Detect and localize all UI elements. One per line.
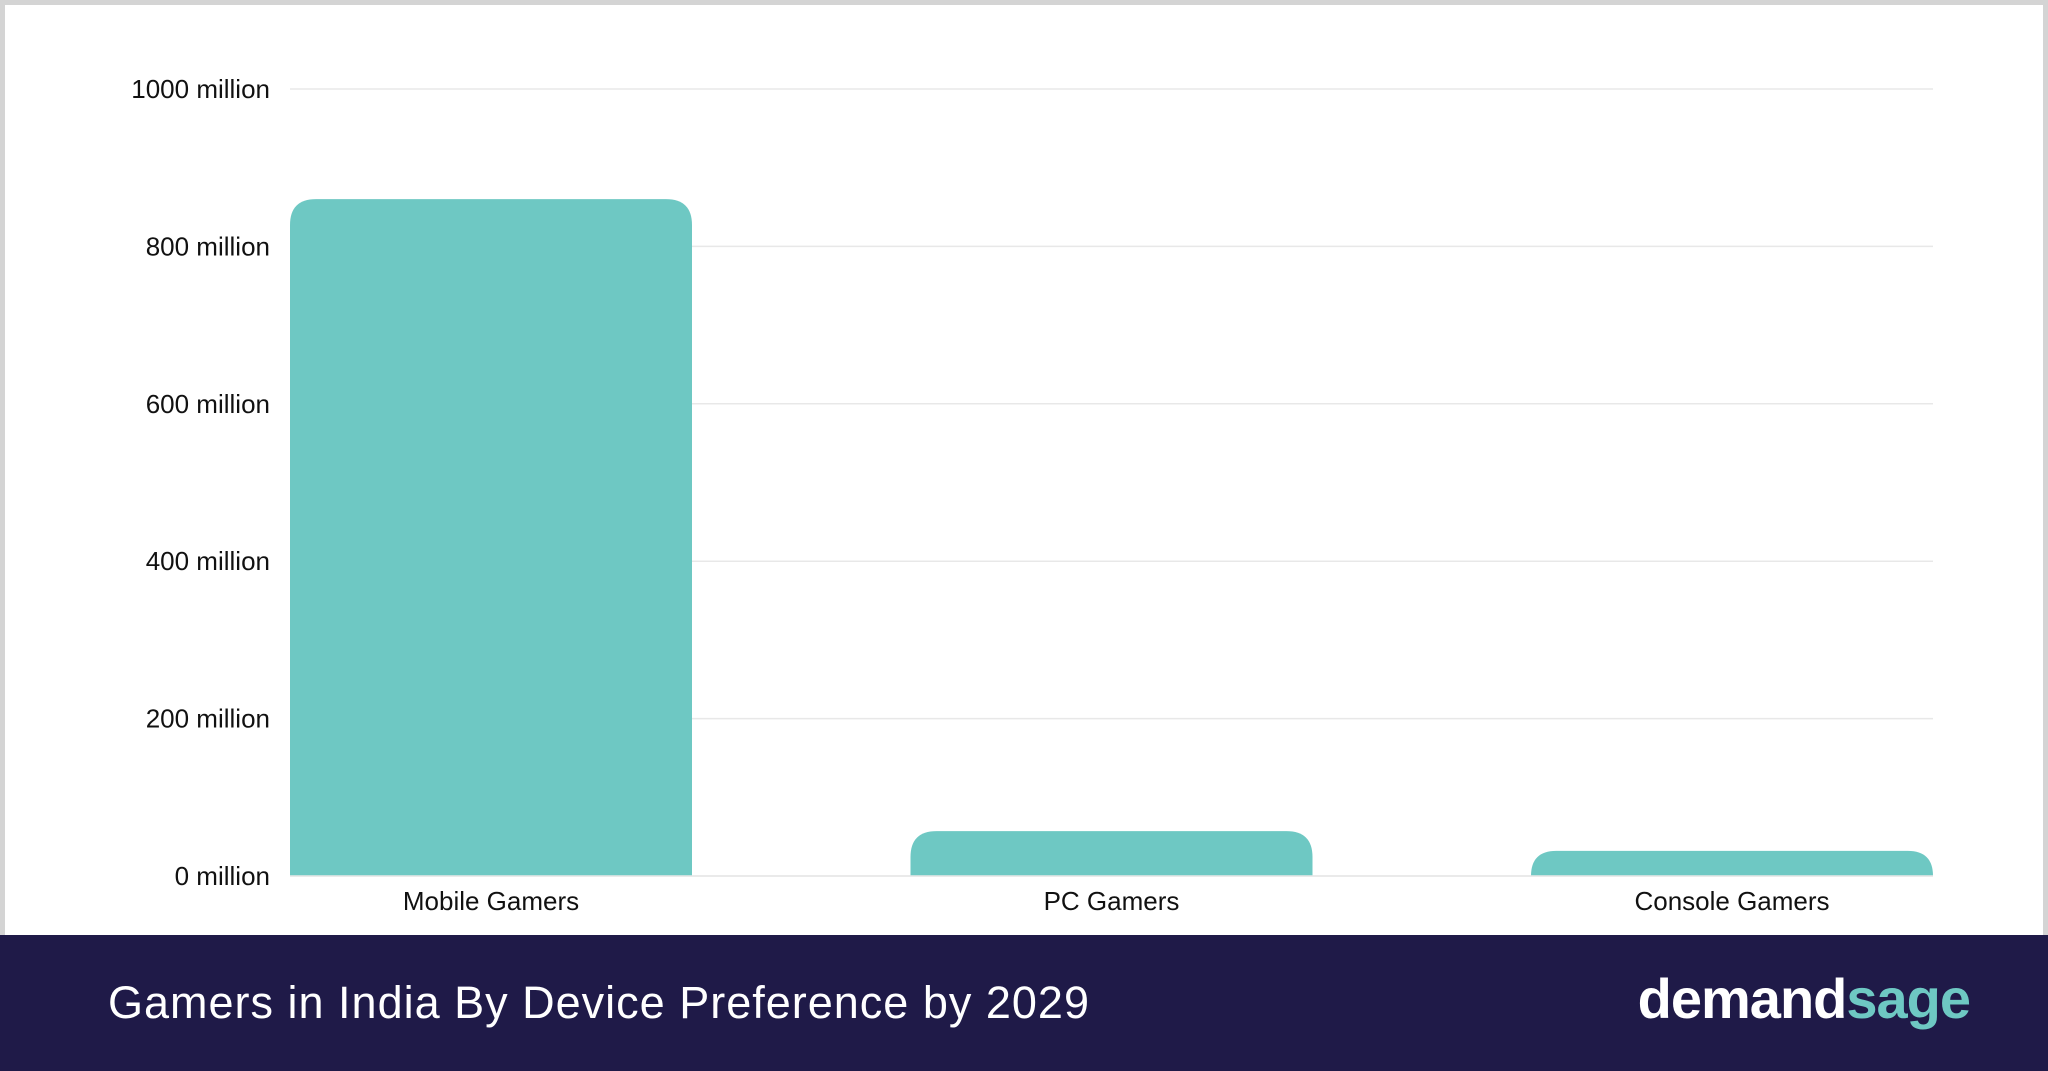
footer-banner: Gamers in India By Device Preference by … bbox=[0, 935, 2048, 1071]
brand-logo-part2: sage bbox=[1846, 967, 1971, 1030]
x-tick-label: PC Gamers bbox=[1044, 886, 1180, 916]
y-tick-label: 800 million bbox=[146, 231, 270, 261]
y-tick-label: 1000 million bbox=[131, 74, 270, 104]
brand-logo: demandsage bbox=[1637, 965, 1971, 1033]
x-tick-label: Console Gamers bbox=[1634, 886, 1829, 916]
y-tick-label: 0 million bbox=[175, 861, 270, 891]
y-tick-label: 600 million bbox=[146, 389, 270, 419]
x-tick-label: Mobile Gamers bbox=[403, 886, 579, 916]
bar-console-gamers bbox=[1531, 850, 1933, 876]
bar-mobile-gamers bbox=[290, 199, 692, 876]
bar-pc-gamers bbox=[910, 831, 1313, 876]
brand-logo-part1: demand bbox=[1637, 967, 1848, 1030]
y-tick-label: 200 million bbox=[146, 704, 270, 734]
chart-title: Gamers in India By Device Preference by … bbox=[108, 977, 1090, 1028]
y-tick-label: 400 million bbox=[146, 546, 270, 576]
bar-chart: 0 million 200 million 400 million 600 milli… bbox=[131, 74, 1933, 916]
